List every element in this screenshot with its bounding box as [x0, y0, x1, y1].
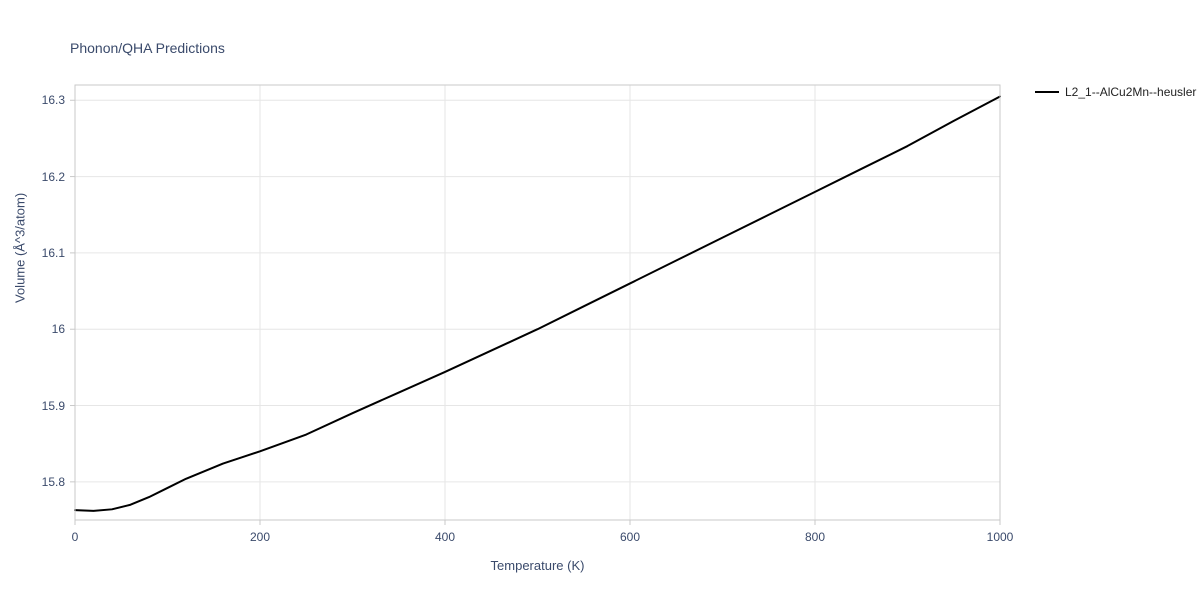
- y-tick-label: 15.9: [42, 399, 65, 413]
- x-tick-label: 0: [72, 530, 79, 544]
- chart-container: { "chart": { "type": "line", "title": "P…: [0, 0, 1200, 600]
- x-tick-label: 1000: [987, 530, 1014, 544]
- x-tick-label: 600: [620, 530, 640, 544]
- legend-item: L2_1--AlCu2Mn--heusler: [1035, 85, 1196, 99]
- y-tick-label: 16: [52, 322, 65, 336]
- x-tick-label: 200: [250, 530, 270, 544]
- y-axis-label: Volume (Å^3/atom): [13, 192, 28, 302]
- y-tick-label: 16.3: [42, 93, 65, 107]
- x-tick-label: 400: [435, 530, 455, 544]
- x-axis-label: Temperature (K): [491, 558, 585, 573]
- y-tick-label: 16.1: [42, 246, 65, 260]
- y-tick-label: 16.2: [42, 170, 65, 184]
- plot-area: [0, 0, 1200, 600]
- legend-swatch: [1035, 91, 1059, 93]
- chart-title: Phonon/QHA Predictions: [70, 40, 225, 56]
- legend-label: L2_1--AlCu2Mn--heusler: [1065, 85, 1196, 99]
- y-tick-label: 15.8: [42, 475, 65, 489]
- x-tick-label: 800: [805, 530, 825, 544]
